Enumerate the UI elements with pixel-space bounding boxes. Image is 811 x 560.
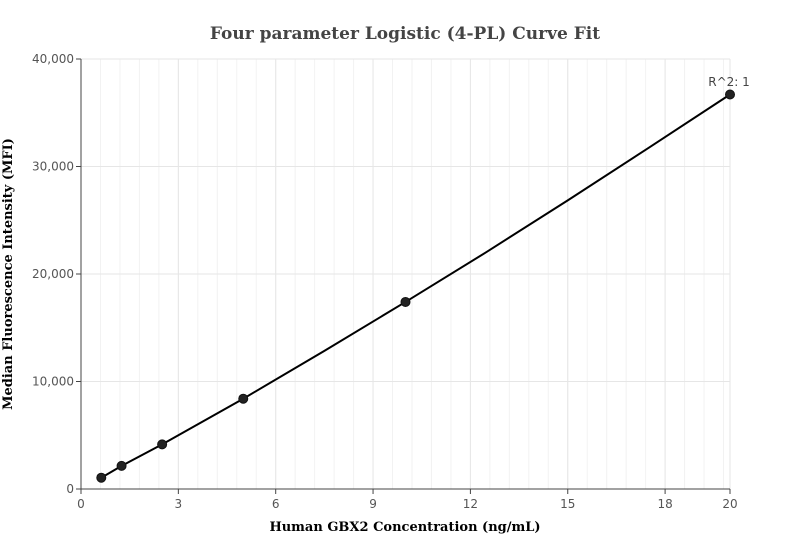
y-tick-label: 20,000 — [32, 267, 74, 281]
y-tick-label: 40,000 — [32, 52, 74, 66]
data-point — [116, 460, 127, 471]
series — [96, 89, 735, 483]
y-tick-label: 0 — [66, 482, 74, 496]
x-tick-label: 0 — [77, 497, 85, 511]
y-axis-ticks: 0 10,000 20,000 30,000 40,000 — [32, 52, 81, 496]
x-tick-label: 18 — [657, 497, 672, 511]
data-point — [96, 472, 107, 483]
y-tick-label: 30,000 — [32, 160, 74, 174]
chart-title: Four parameter Logistic (4-PL) Curve Fit — [210, 24, 600, 44]
x-tick-label: 15 — [560, 497, 575, 511]
x-tick-label: 12 — [463, 497, 478, 511]
x-axis-label: Human GBX2 Concentration (ng/mL) — [269, 520, 540, 535]
grid — [80, 58, 731, 490]
data-point — [725, 89, 735, 100]
fit-curve — [100, 93, 731, 479]
data-point — [157, 439, 168, 450]
x-tick-label: 20 — [722, 497, 737, 511]
r-squared-annotation: R^2: 1 — [708, 75, 750, 89]
x-tick-label: 9 — [369, 497, 377, 511]
y-axis-label: Median Fluorescence Intensity (MFI) — [1, 138, 16, 410]
data-point — [400, 296, 411, 307]
x-tick-label: 3 — [175, 497, 183, 511]
data-point — [238, 393, 249, 404]
x-axis-ticks: 0 3 6 9 12 15 18 20 — [77, 489, 738, 511]
x-tick-label: 6 — [272, 497, 280, 511]
y-tick-label: 10,000 — [32, 375, 74, 389]
